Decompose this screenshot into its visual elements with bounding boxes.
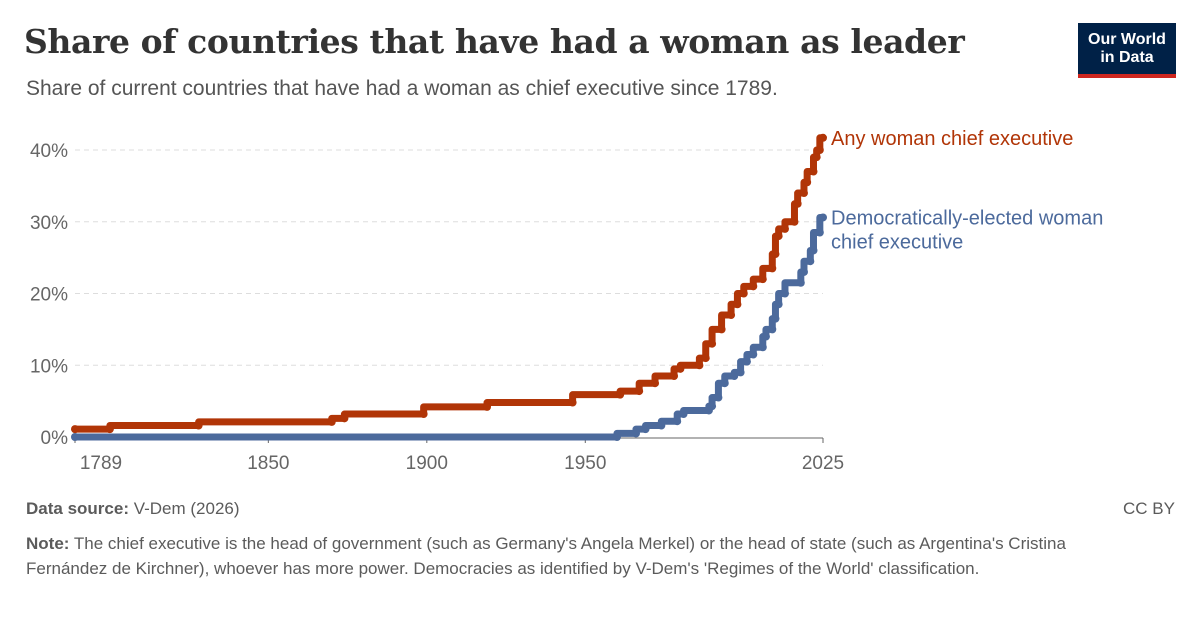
series-line-any (71, 134, 827, 433)
data-point (809, 167, 818, 176)
series-lines (71, 133, 827, 441)
data-point (815, 228, 824, 237)
data-source-label: Data source: (26, 499, 129, 518)
chart-title: Share of countries that have had a woman… (24, 22, 965, 61)
data-point (780, 224, 789, 233)
data-point (815, 146, 824, 154)
data-point (742, 357, 751, 366)
data-point (327, 417, 336, 426)
data-point (635, 387, 644, 396)
data-point (714, 393, 723, 402)
data-point (708, 339, 717, 348)
data-point (819, 133, 827, 142)
data-point (771, 250, 780, 259)
data-point (758, 343, 767, 352)
y-tick-label: 0% (41, 428, 69, 449)
data-point (809, 246, 818, 255)
data-point (616, 390, 625, 399)
series-labels: Any woman chief executive Democratically-… (831, 128, 1103, 254)
data-point (806, 257, 815, 266)
data-point (799, 267, 808, 276)
data-point (483, 402, 492, 411)
data-point (71, 433, 79, 441)
logo-line-1: Our World (1088, 30, 1166, 48)
data-point (733, 300, 742, 309)
data-point (790, 217, 799, 226)
data-point (761, 332, 770, 341)
data-point (194, 421, 203, 430)
data-point (793, 199, 802, 208)
data-point (730, 372, 739, 381)
data-point (774, 232, 783, 241)
data-point (736, 368, 745, 377)
data-point (774, 300, 783, 309)
data-point (679, 410, 688, 419)
data-point (695, 361, 704, 370)
data-point (673, 417, 682, 426)
data-point (651, 379, 660, 388)
data-point (676, 364, 685, 373)
x-tick-label: 1900 (406, 453, 448, 474)
x-tick-label: 1789 (80, 453, 122, 474)
series-label: Any woman chief executive (831, 128, 1073, 150)
data-point (727, 311, 736, 320)
y-axis: 0% 10% 20% 30% 40% (30, 141, 68, 449)
data-source: Data source: V-Dem (2026) (26, 499, 240, 519)
x-tick-label: 1950 (564, 453, 606, 474)
chart-subtitle: Share of current countries that have had… (26, 77, 778, 100)
note-label: Note: (26, 534, 70, 553)
data-point (749, 282, 758, 291)
x-tick-label: 2025 (802, 453, 844, 474)
license-link[interactable]: CC BY (1123, 499, 1175, 518)
data-point (670, 372, 679, 381)
data-point (771, 314, 780, 323)
data-point (803, 178, 812, 187)
x-tick-label: 1850 (247, 453, 289, 474)
data-point (796, 278, 805, 287)
data-point (780, 289, 789, 298)
data-point (419, 410, 428, 419)
series-label: chief executive (831, 231, 963, 253)
chart-note: Note: The chief executive is the head of… (26, 531, 1136, 581)
data-point (708, 402, 717, 411)
data-point (768, 325, 777, 334)
data-point (749, 350, 758, 359)
data-point (701, 354, 710, 363)
data-point (632, 429, 640, 438)
our-world-in-data-logo[interactable]: Our World in Data (1078, 23, 1176, 78)
data-point (739, 289, 748, 298)
data-point (812, 153, 821, 162)
x-axis: 1789 1850 1900 1950 2025 (73, 437, 844, 474)
data-point (657, 421, 666, 430)
note-text: The chief executive is the head of gover… (26, 534, 1066, 578)
data-point (568, 398, 577, 407)
data-point (720, 379, 729, 388)
data-point (799, 189, 808, 198)
y-tick-label: 20% (30, 285, 68, 306)
data-point (717, 325, 726, 334)
data-point (641, 425, 650, 434)
logo-line-2: in Data (1100, 48, 1154, 66)
data-point (71, 425, 79, 434)
data-point (819, 213, 827, 222)
data-point (105, 425, 114, 434)
series-label: Democratically-elected woman (831, 207, 1103, 229)
data-point (758, 275, 767, 284)
y-tick-label: 40% (30, 141, 68, 162)
data-point (768, 264, 777, 273)
y-tick-label: 30% (30, 213, 68, 234)
data-source-link[interactable]: V-Dem (2026) (133, 499, 240, 518)
data-point (612, 433, 621, 441)
y-tick-label: 10% (30, 356, 68, 377)
data-point (340, 414, 349, 423)
